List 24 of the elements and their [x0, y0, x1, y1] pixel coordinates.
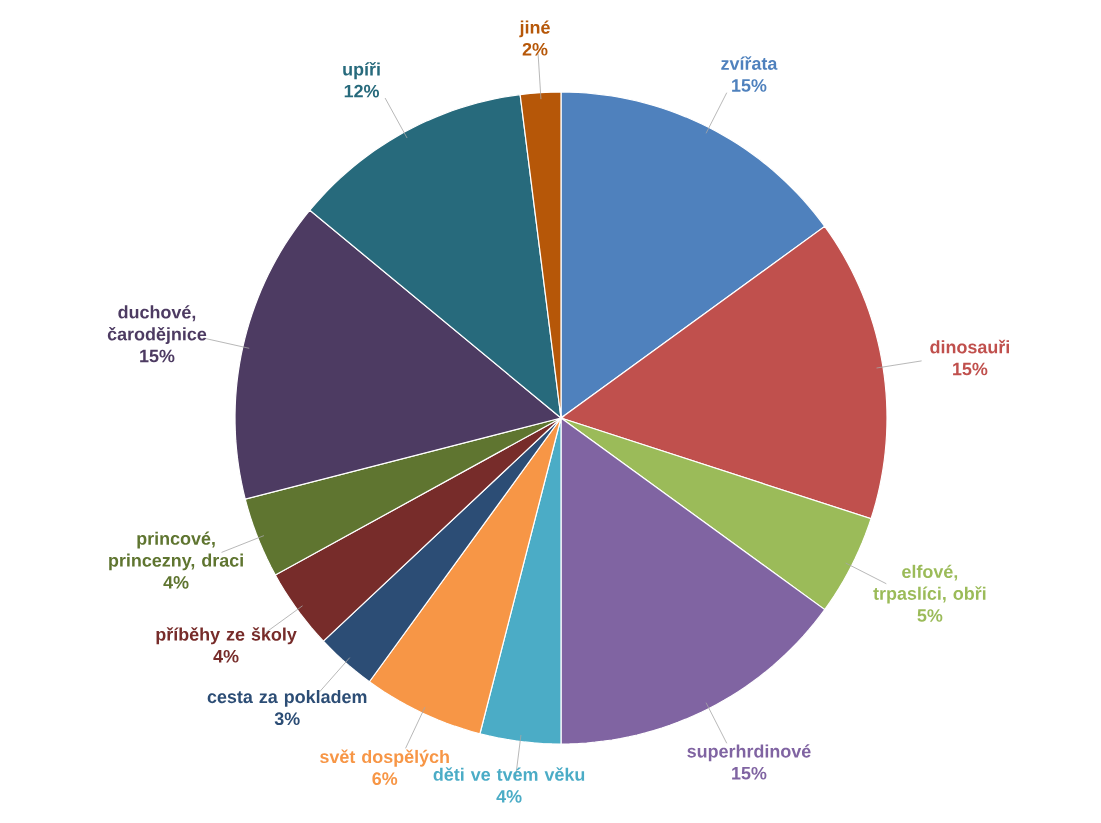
slice-label: děti ve tvém věku	[433, 767, 585, 781]
data-label: 15%	[732, 79, 767, 92]
data-label: 15%	[140, 349, 175, 363]
slice-label: svět dospělých	[320, 749, 449, 767]
slice-label: jiné	[519, 20, 550, 38]
slice-label: elfové, trpaslíci, obři	[873, 564, 986, 604]
data-label: 4%	[496, 790, 522, 803]
slice-label: zvířata	[721, 56, 778, 70]
data-label: 4%	[163, 576, 189, 589]
data-label: 6%	[372, 772, 398, 785]
data-label: 12%	[344, 84, 380, 98]
slice-label: cesta za pokladem	[207, 689, 367, 707]
data-label: 4%	[213, 649, 239, 663]
slice-label: duchové, čarodějnice	[107, 305, 207, 344]
data-label: 15%	[732, 766, 767, 780]
slice-label: upíři	[343, 62, 380, 80]
slice-label: příběhy ze školy	[156, 627, 297, 645]
data-label: 15%	[953, 362, 988, 376]
slice-label: princové, princezny, draci	[109, 531, 243, 571]
slice-label: dinosauři	[930, 339, 1009, 354]
data-label: 3%	[274, 712, 300, 726]
slice-label: superhrdinové	[687, 744, 811, 762]
data-label: 5%	[917, 609, 943, 622]
data-label: 2%	[522, 42, 548, 56]
